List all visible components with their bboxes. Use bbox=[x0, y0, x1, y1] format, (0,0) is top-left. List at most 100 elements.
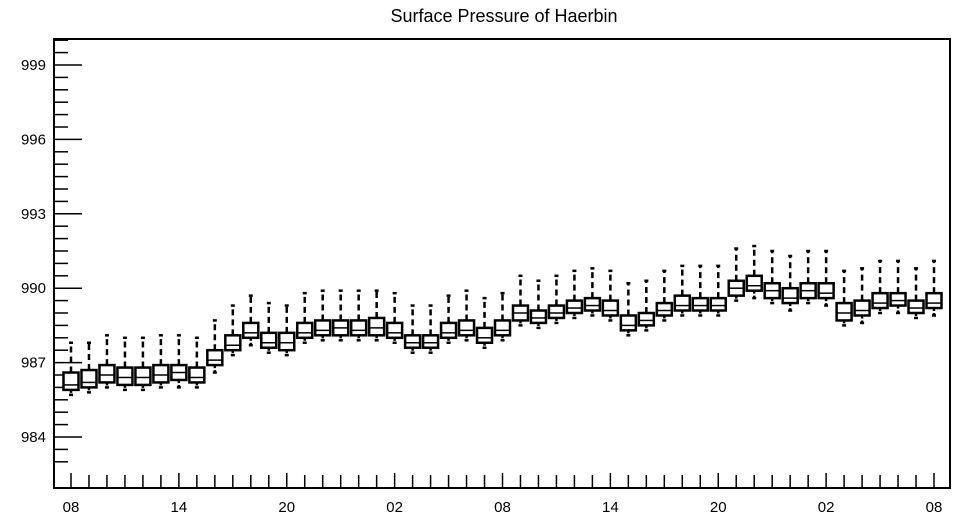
box-item bbox=[619, 281, 638, 337]
box-item bbox=[224, 304, 242, 357]
box-item bbox=[331, 289, 350, 342]
box-iqr bbox=[637, 311, 656, 327]
box-iqr bbox=[547, 304, 566, 320]
y-tick-label: 987 bbox=[21, 355, 46, 372]
box-iqr bbox=[475, 326, 494, 345]
box-iqr bbox=[421, 334, 440, 349]
box-item bbox=[475, 296, 494, 349]
box-item bbox=[817, 249, 835, 307]
box-item bbox=[763, 249, 781, 305]
box-item bbox=[727, 247, 745, 302]
box-item bbox=[925, 259, 943, 317]
box-iqr bbox=[242, 321, 260, 340]
box-iqr bbox=[98, 363, 116, 384]
box-iqr bbox=[619, 314, 638, 332]
box-item bbox=[313, 289, 332, 342]
box-iqr bbox=[493, 319, 512, 337]
box-iqr bbox=[385, 321, 404, 340]
box-item bbox=[116, 336, 134, 392]
box-iqr bbox=[403, 334, 422, 349]
x-tick-label: 02 bbox=[818, 499, 835, 516]
x-tick-label: 02 bbox=[386, 499, 403, 516]
box-item bbox=[781, 254, 799, 312]
box-item bbox=[170, 334, 188, 389]
y-tick-label: 996 bbox=[21, 131, 46, 148]
box-item bbox=[242, 294, 260, 347]
x-tick-label: 20 bbox=[710, 499, 727, 516]
box-iqr bbox=[313, 319, 332, 337]
box-iqr bbox=[745, 274, 763, 292]
box-iqr bbox=[188, 366, 206, 384]
y-axis: 984 987 990 993 996 999 bbox=[21, 39, 82, 463]
box-item bbox=[349, 289, 368, 342]
box-iqr bbox=[583, 296, 602, 312]
box-iqr bbox=[889, 291, 907, 307]
box-item bbox=[385, 291, 404, 345]
box-iqr bbox=[457, 319, 476, 337]
box-item bbox=[745, 244, 763, 300]
box-iqr bbox=[565, 299, 584, 315]
box-item bbox=[188, 336, 206, 389]
y-tick-label: 990 bbox=[21, 280, 46, 297]
box-iqr bbox=[853, 299, 871, 317]
box-iqr bbox=[116, 366, 134, 387]
box-iqr bbox=[691, 296, 710, 312]
x-tick-label: 14 bbox=[171, 499, 188, 516]
box-iqr bbox=[224, 334, 242, 352]
box-item bbox=[583, 267, 602, 317]
y-tick-label: 999 bbox=[21, 57, 46, 74]
box-item bbox=[673, 264, 692, 317]
box-iqr bbox=[152, 363, 170, 384]
x-tick-label: 20 bbox=[278, 499, 295, 516]
box-iqr bbox=[781, 286, 799, 305]
box-item bbox=[206, 319, 224, 374]
box-item bbox=[655, 269, 674, 322]
chart-title: Surface Pressure of Haerbin bbox=[390, 6, 617, 26]
box-item bbox=[152, 334, 170, 389]
box-iqr bbox=[134, 366, 152, 387]
y-tick-label: 993 bbox=[21, 206, 46, 223]
box-iqr bbox=[907, 299, 925, 315]
plot-frame bbox=[53, 38, 951, 489]
box-iqr bbox=[80, 368, 98, 389]
box-item bbox=[278, 304, 296, 357]
box-item bbox=[403, 304, 422, 354]
box-iqr bbox=[529, 309, 548, 325]
box-item bbox=[134, 336, 152, 392]
x-axis: 08 14 20 02 08 14 20 02 08 bbox=[63, 473, 943, 516]
box-iqr bbox=[206, 348, 224, 367]
box-item bbox=[799, 249, 817, 305]
box-item bbox=[295, 291, 314, 345]
box-series bbox=[62, 244, 943, 397]
box-iqr bbox=[349, 319, 368, 337]
x-tick-label: 08 bbox=[926, 499, 943, 516]
box-item bbox=[691, 264, 710, 317]
box-iqr bbox=[817, 281, 835, 300]
box-item bbox=[601, 269, 620, 322]
box-iqr bbox=[871, 291, 889, 310]
box-iqr bbox=[655, 301, 674, 317]
box-item bbox=[457, 289, 476, 342]
box-item bbox=[547, 274, 566, 325]
box-item bbox=[367, 289, 386, 342]
box-item bbox=[907, 267, 925, 320]
box-item bbox=[98, 334, 116, 389]
box-item bbox=[439, 294, 458, 345]
box-item bbox=[709, 264, 727, 317]
y-tick-label: 984 bbox=[21, 429, 46, 446]
box-iqr bbox=[673, 294, 692, 312]
box-iqr bbox=[709, 296, 727, 312]
box-iqr bbox=[295, 321, 314, 340]
box-item bbox=[493, 291, 512, 342]
box-iqr bbox=[367, 316, 386, 337]
box-iqr bbox=[260, 331, 278, 349]
x-tick-label: 08 bbox=[494, 499, 511, 516]
box-iqr bbox=[835, 301, 853, 322]
box-iqr bbox=[62, 371, 80, 392]
box-item bbox=[835, 269, 853, 327]
box-item bbox=[62, 341, 80, 397]
box-item bbox=[871, 259, 889, 315]
x-tick-label: 14 bbox=[602, 499, 619, 516]
